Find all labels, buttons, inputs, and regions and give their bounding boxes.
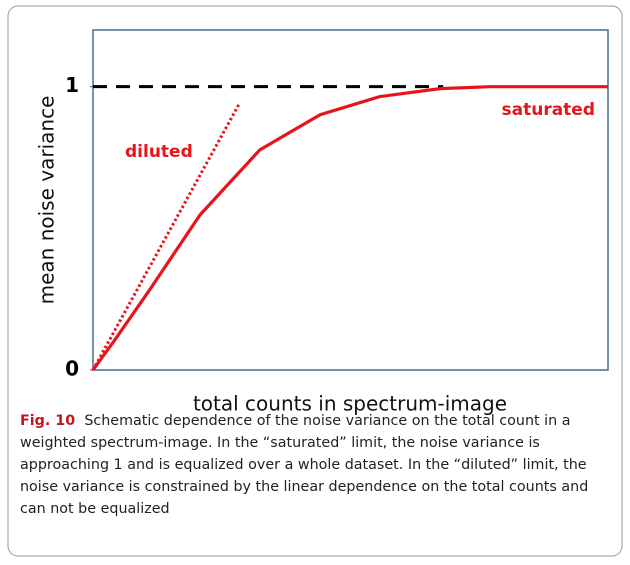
- y-axis-label: mean noise variance: [35, 96, 59, 305]
- y-tick-label: 1: [65, 73, 79, 97]
- caption-label: Fig. 10: [20, 413, 76, 429]
- figure-border: [7, 5, 623, 557]
- curve: [91, 85, 608, 371]
- annotation: diluted: [125, 142, 193, 162]
- caption: Fig. 10 Schematic dependence of the nois…: [20, 410, 612, 520]
- plot-area: [92, 29, 609, 371]
- y-tick-label: 0: [65, 357, 79, 381]
- x-axis-label: total counts in spectrum-image: [193, 392, 507, 416]
- caption-text: Schematic dependence of the noise varian…: [20, 413, 589, 517]
- curve: [91, 102, 242, 371]
- annotation: saturated: [502, 100, 596, 120]
